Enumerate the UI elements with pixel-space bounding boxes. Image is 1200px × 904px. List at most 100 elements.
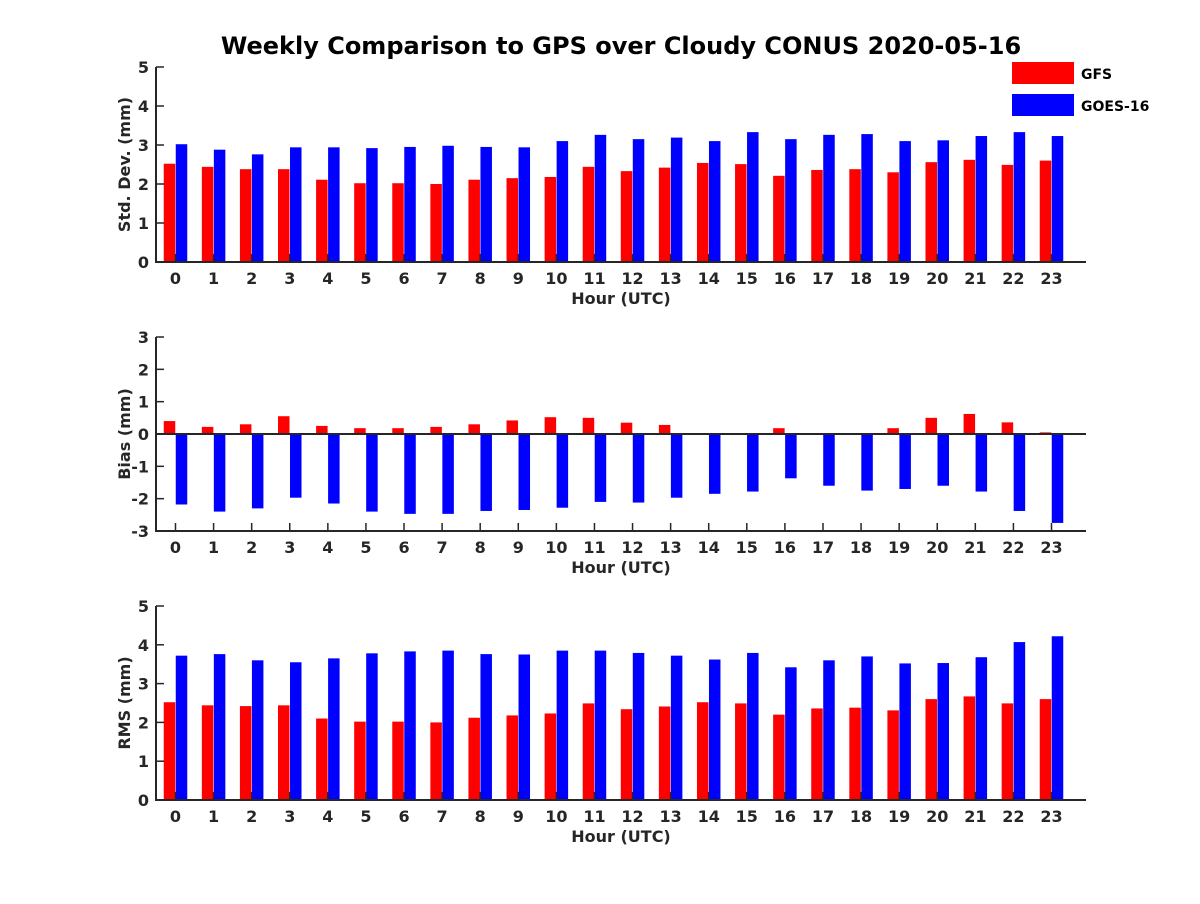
series-gfs: GFS 0: 0.4 GFS 1: 0.22 GFS 2: 0.3 GFS 3: 0.…	[163, 413, 1052, 435]
bar-goes-16-hour-20: GOES-16 20: -1.6	[937, 434, 949, 486]
bar-gfs-hour-12: GFS 12: 0.35	[620, 422, 633, 434]
bar-goes-16-hour-16: GOES-16 16: -1.37	[785, 434, 797, 479]
bar-goes-16-hour-11: GOES-16 11: 3.26	[594, 134, 607, 262]
x-tick-label: 20	[926, 807, 948, 826]
y-tick-label: 4	[138, 636, 149, 655]
x-tick-label: 2	[246, 538, 257, 557]
bar-goes-16-hour-20: GOES-16 20: 3.12	[937, 140, 949, 262]
x-axis-label: Hour (UTC)	[571, 827, 671, 846]
y-tick-label: 0	[138, 425, 149, 444]
bar-gfs-hour-20: GFS 20: 2.6	[925, 699, 937, 800]
x-tick-label: 6	[398, 538, 409, 557]
bar-goes-16-hour-4: GOES-16 4: -2.15	[328, 434, 340, 504]
bar-gfs-hour-12: GFS 12: 2.33	[620, 171, 633, 262]
legend-label: GOES-16	[1081, 99, 1149, 115]
x-tick-label: 6	[398, 807, 409, 826]
bar-gfs-hour-20: GFS 20: 2.56	[925, 162, 937, 262]
x-tick-label: 3	[284, 269, 295, 288]
y-tick-label: 2	[138, 360, 149, 379]
bar-gfs-hour-21: GFS 21: 0.62	[963, 413, 976, 434]
x-tick-label: 8	[475, 807, 486, 826]
bar-goes-16-hour-23: GOES-16 23: -2.75	[1051, 434, 1064, 523]
x-tick-label: 15	[736, 807, 758, 826]
bar-goes-16-hour-1: GOES-16 1: 2.88	[213, 149, 226, 262]
y-tick-label: 2	[138, 713, 149, 732]
bar-gfs-hour-15: GFS 15: 2.49	[735, 703, 747, 800]
bar-gfs-hour-18: GFS 18: 2.38	[849, 169, 861, 262]
x-tick-label: 5	[360, 269, 371, 288]
panels: GFS 0: 2.52 GFS 1: 2.44 GFS 2: 2.38 GFS 3: …	[115, 58, 1086, 846]
chart-title: Weekly Comparison to GPS over Cloudy CON…	[221, 32, 1021, 60]
bar-gfs-hour-10: GFS 10: 2.23	[544, 713, 557, 800]
bar-gfs-hour-6: GFS 6: 2.02	[392, 183, 404, 262]
x-tick-label: 18	[850, 269, 872, 288]
bar-gfs-hour-5: GFS 5: 2.02	[354, 721, 366, 800]
bar-gfs-hour-3: GFS 3: 2.44	[278, 705, 290, 800]
bar-gfs-hour-10: GFS 10: 0.52	[544, 417, 557, 434]
bar-goes-16-hour-17: GOES-16 17: 3.6	[823, 660, 835, 800]
bar-goes-16-hour-13: GOES-16 13: 3.72	[670, 655, 683, 800]
x-tick-label: 8	[475, 269, 486, 288]
x-tick-label: 5	[360, 538, 371, 557]
bar-goes-16-hour-1: GOES-16 1: -2.4	[213, 434, 226, 512]
bar-gfs-hour-0: GFS 0: 0.4	[163, 421, 176, 434]
bar-gfs-hour-19: GFS 19: 2.3	[887, 172, 899, 262]
series-gfs: GFS 0: 2.52 GFS 1: 2.44 GFS 2: 2.42 GFS 3: …	[163, 696, 1052, 800]
bar-goes-16-hour-7: GOES-16 7: 2.98	[442, 145, 454, 262]
x-tick-label: 3	[284, 538, 295, 557]
panel-rms-mm: GFS 0: 2.52 GFS 1: 2.44 GFS 2: 2.42 GFS 3: …	[115, 597, 1086, 846]
x-tick-label: 12	[621, 538, 643, 557]
y-tick-label: 3	[138, 328, 149, 347]
x-tick-label: 1	[208, 538, 219, 557]
bar-goes-16-hour-15: GOES-16 15: 3.33	[747, 132, 759, 262]
bar-gfs-hour-4: GFS 4: 0.25	[316, 425, 328, 434]
y-tick-label: 1	[138, 752, 149, 771]
bar-goes-16-hour-5: GOES-16 5: -2.4	[366, 434, 378, 512]
bar-goes-16-hour-3: GOES-16 3: 2.94	[290, 147, 302, 262]
y-tick-label: 3	[138, 675, 149, 694]
bar-goes-16-hour-14: GOES-16 14: -1.85	[708, 434, 721, 494]
bar-gfs-hour-14: GFS 14: 2.52	[696, 702, 709, 800]
bar-goes-16-hour-2: GOES-16 2: 2.76	[251, 154, 264, 262]
x-tick-label: 7	[437, 538, 448, 557]
bar-gfs-hour-8: GFS 8: 2.11	[468, 179, 480, 262]
bar-goes-16-hour-8: GOES-16 8: 2.95	[480, 146, 492, 262]
bar-gfs-hour-3: GFS 3: 2.38	[278, 169, 290, 262]
bar-goes-16-hour-0: GOES-16 0: -2.18	[175, 434, 188, 505]
bar-goes-16-hour-21: GOES-16 21: -1.78	[975, 434, 988, 492]
bar-goes-16-hour-14: GOES-16 14: 3.1	[708, 141, 721, 262]
bar-gfs-hour-23: GFS 23: 2.6	[1039, 160, 1052, 262]
bar-gfs-hour-2: GFS 2: 0.3	[239, 424, 252, 434]
bar-gfs-hour-8: GFS 8: 0.3	[468, 424, 480, 434]
y-tick-label: 4	[138, 97, 149, 116]
legend-entry-gfs: GFS	[1012, 62, 1112, 84]
y-tick-label: 5	[138, 597, 149, 616]
bar-gfs-hour-13: GFS 13: 2.42	[658, 167, 671, 262]
panel-bias-mm: GFS 0: 0.4 GFS 1: 0.22 GFS 2: 0.3 GFS 3: 0.…	[115, 328, 1086, 577]
x-tick-label: 19	[888, 269, 910, 288]
bar-gfs-hour-2: GFS 2: 2.38	[239, 169, 252, 262]
series-goes-16: GOES-16 0: -2.18 GOES-16 1: -2.4 GOES-16 2…	[175, 434, 1064, 523]
bar-gfs-hour-16: GFS 16: 2.21	[773, 175, 785, 262]
x-tick-label: 18	[850, 538, 872, 557]
x-tick-label: 16	[774, 269, 796, 288]
x-tick-label: 10	[545, 807, 567, 826]
bar-goes-16-hour-7: GOES-16 7: -2.47	[442, 434, 454, 514]
bar-goes-16-hour-19: GOES-16 19: -1.7	[899, 434, 911, 489]
bar-gfs-hour-5: GFS 5: 2.02	[354, 183, 366, 262]
bar-goes-16-hour-9: GOES-16 9: 2.94	[518, 147, 531, 262]
bar-goes-16-hour-19: GOES-16 19: 3.52	[899, 663, 911, 800]
bar-goes-16-hour-23: GOES-16 23: 4.22	[1051, 636, 1064, 800]
bar-goes-16-hour-20: GOES-16 20: 3.53	[937, 663, 949, 800]
x-tick-label: 6	[398, 269, 409, 288]
x-tick-label: 16	[774, 538, 796, 557]
bar-gfs-hour-0: GFS 0: 2.52	[163, 163, 176, 262]
bar-goes-16-hour-1: GOES-16 1: 3.76	[213, 654, 226, 800]
bar-goes-16-hour-18: GOES-16 18: -1.75	[861, 434, 873, 491]
x-tick-label: 7	[437, 269, 448, 288]
bar-gfs-hour-4: GFS 4: 2.1	[316, 718, 328, 800]
bar-gfs-hour-10: GFS 10: 2.18	[544, 176, 557, 262]
legend-entry-goes-16: GOES-16	[1012, 94, 1149, 116]
